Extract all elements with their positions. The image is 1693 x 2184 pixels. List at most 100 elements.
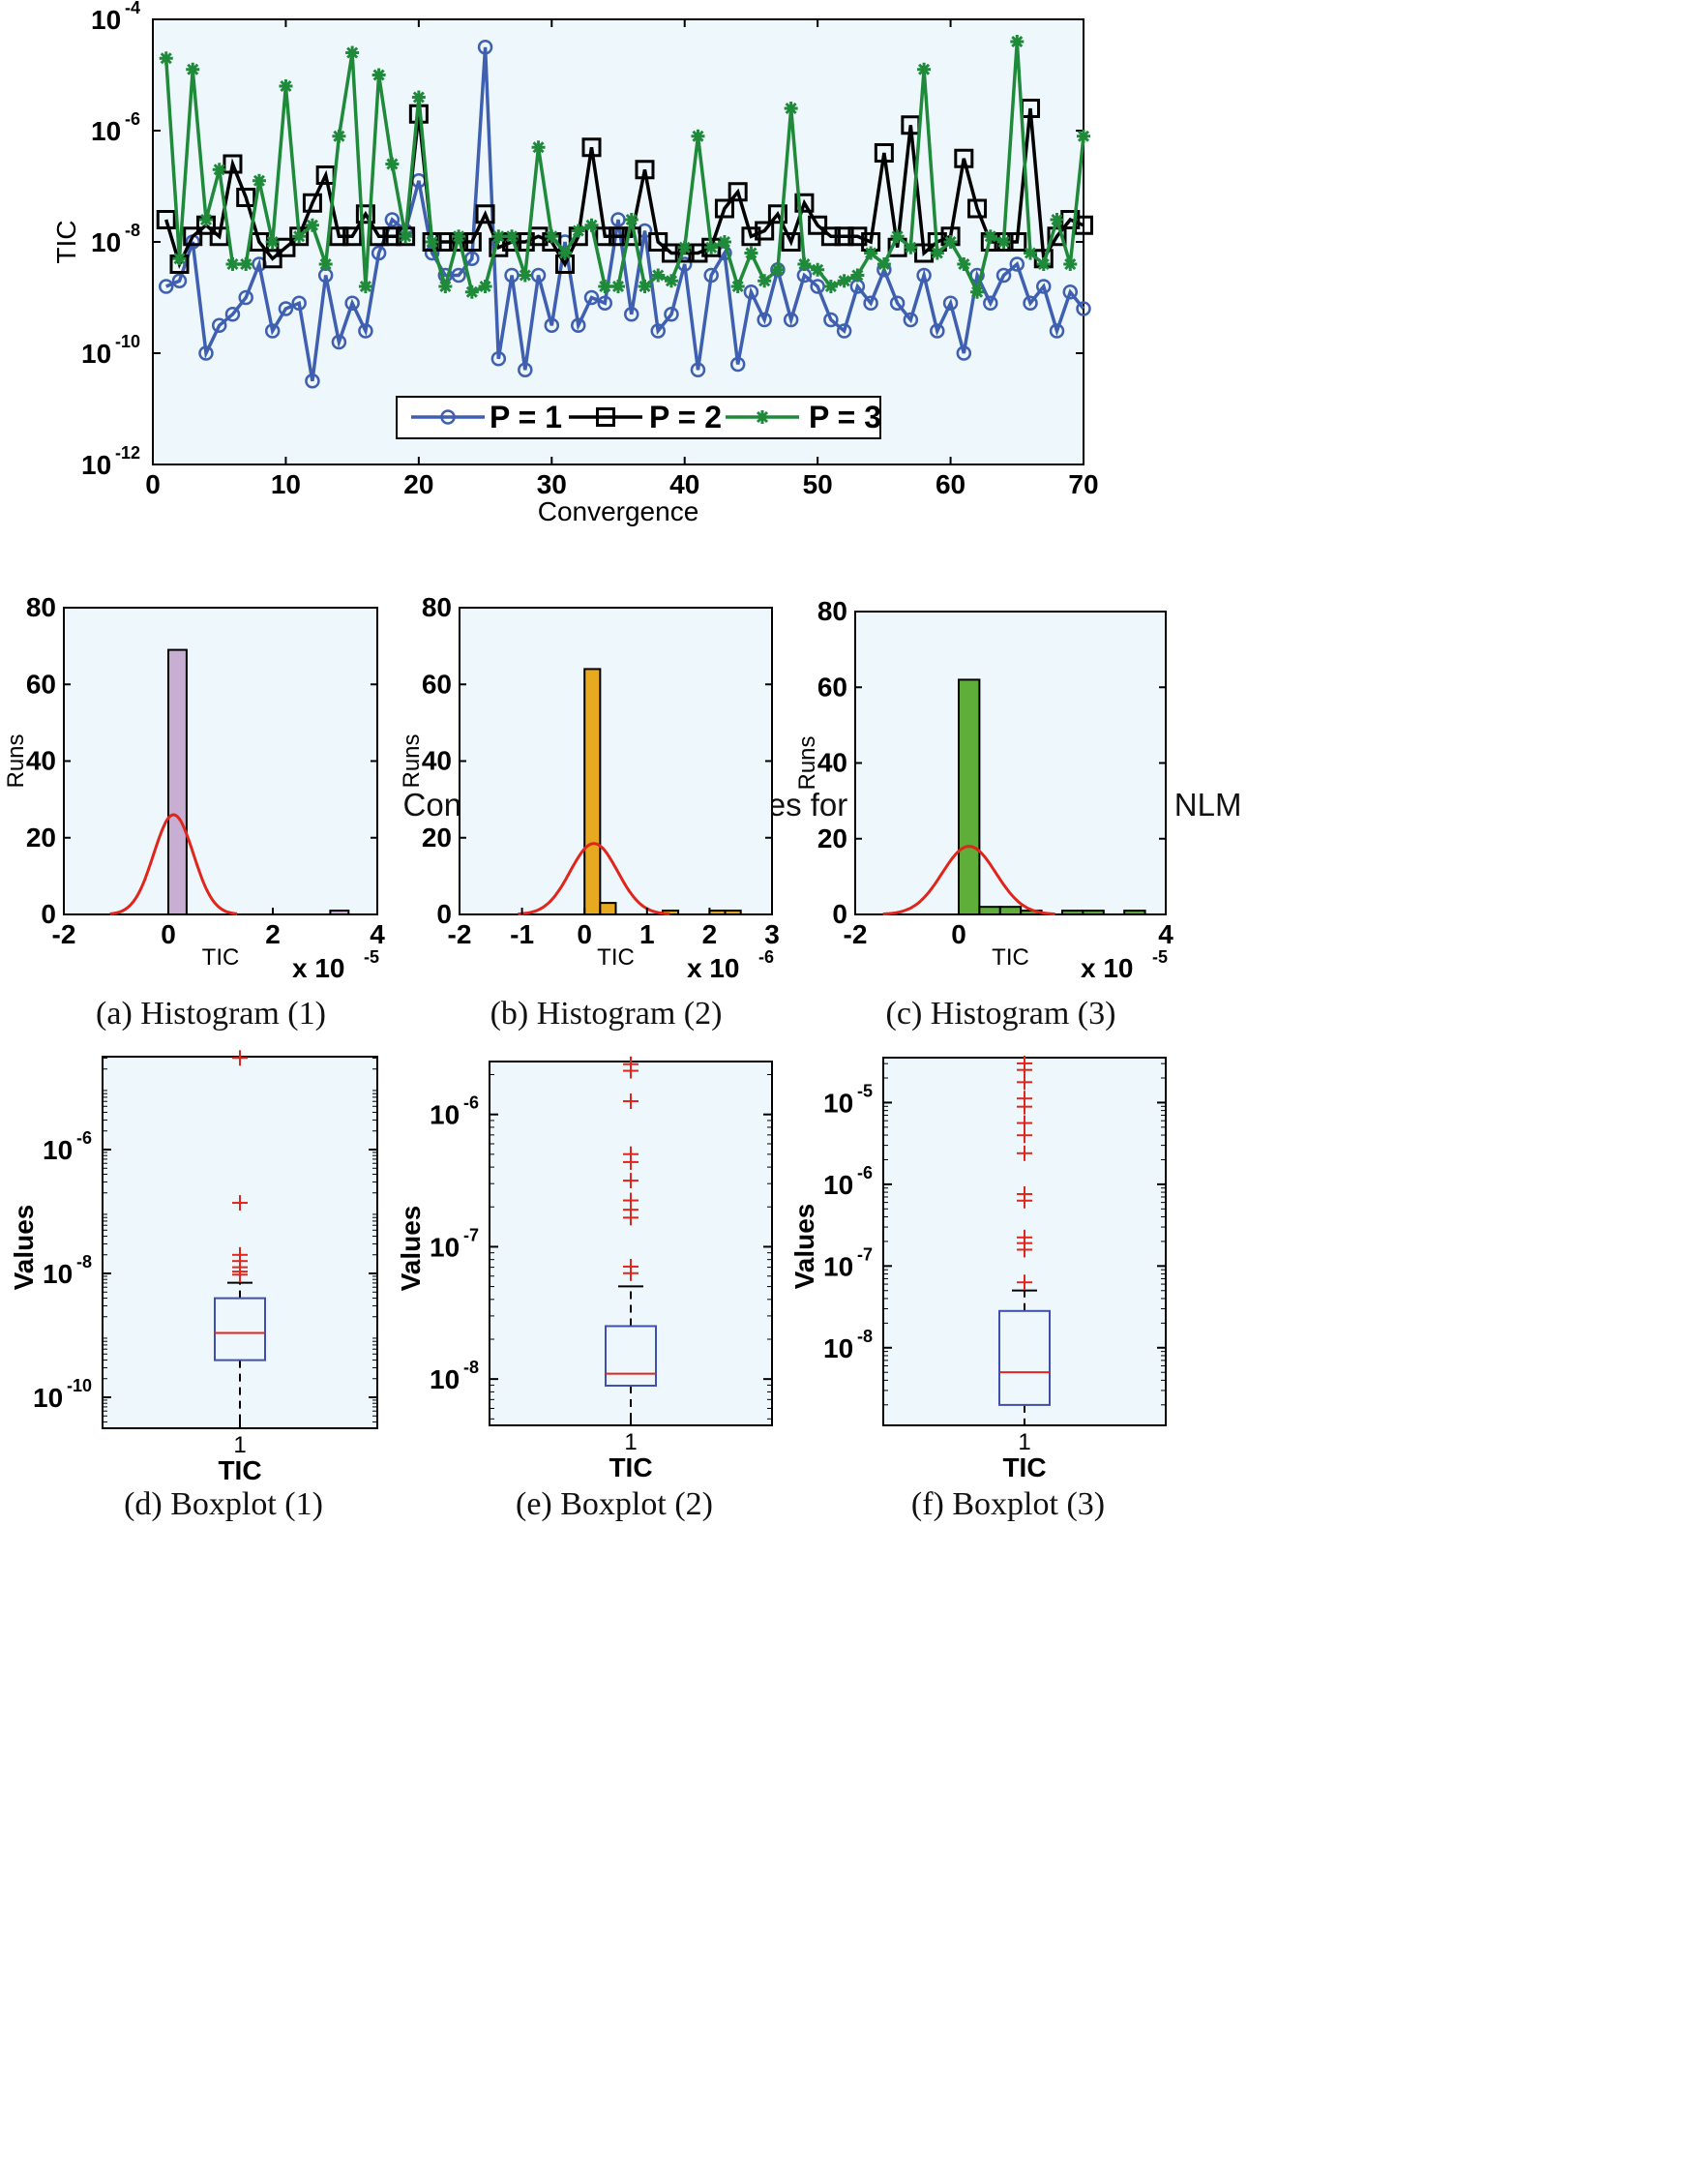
data-point-star [757, 274, 772, 288]
data-point-circle [530, 267, 547, 284]
hist-bar [583, 668, 602, 916]
hist-bar [978, 906, 1001, 915]
star-stroke [1037, 257, 1050, 271]
star-stroke [585, 219, 598, 231]
legend-label: P = 2 [649, 400, 722, 434]
box-y-tick-label: 10 -7 [823, 1244, 873, 1281]
hist-multiplier: x 10 -5 [292, 947, 379, 983]
star-stroke [745, 247, 757, 259]
star-stroke [400, 230, 412, 243]
box-y-axis-label: Values [789, 1204, 819, 1290]
outlier-point [232, 1050, 248, 1066]
data-point-star [186, 62, 200, 76]
data-point-circle [490, 351, 507, 367]
main-y-tick-label-base: 10 [81, 339, 111, 369]
star-stroke [1077, 130, 1090, 142]
outlier-point [1017, 1127, 1032, 1144]
data-point-star [624, 213, 639, 226]
data-point-square [475, 204, 495, 224]
data-point-star [677, 240, 692, 254]
data-point-star [730, 280, 745, 293]
outlier-point [232, 1267, 248, 1283]
data-point-circle [930, 323, 945, 339]
main-y-tick-label-exp: -10 [115, 332, 140, 351]
star-stroke [692, 130, 704, 142]
data-point-star [864, 246, 878, 260]
data-point-circle [451, 267, 466, 284]
star-stroke [785, 102, 797, 115]
data-point-star [1063, 257, 1078, 271]
star-stroke [838, 275, 850, 287]
data-point-circle [810, 279, 825, 294]
main-x-tick-label: 10 [271, 469, 301, 499]
hist-bar [958, 678, 981, 915]
box-x-category: 1 [1018, 1429, 1030, 1455]
data-point-square [223, 154, 243, 174]
main-x-tick-label: 0 [145, 469, 161, 499]
box-y-tick-label: 10 -8 [43, 1252, 92, 1289]
data-point-square [794, 193, 815, 213]
data-point-star [837, 274, 851, 288]
outlier-point [623, 1173, 639, 1189]
hist-y-axis-label: Runs [3, 733, 29, 788]
data-point-star [464, 284, 479, 299]
data-point-square [767, 204, 787, 224]
data-point-star [279, 79, 293, 93]
data-point-circle [690, 362, 706, 377]
star-stroke [625, 213, 638, 226]
star-stroke [453, 230, 465, 243]
star-stroke [359, 280, 371, 293]
box-y-tick-label-base: 10 [43, 1135, 73, 1165]
star-stroke [240, 257, 252, 271]
data-point-star [970, 284, 985, 299]
hist-x-axis-label: TIC [992, 944, 1029, 971]
hist-y-tick-label: 0 [832, 899, 847, 929]
star-stroke [877, 257, 890, 271]
outlier-point [623, 1153, 639, 1170]
star-stroke [984, 230, 996, 243]
star-stroke [1024, 247, 1037, 259]
box-plot-area [102, 1056, 378, 1429]
main-x-axis-label: Convergence [538, 496, 699, 526]
data-point-star [545, 229, 559, 244]
hist-x-tick-label: 0 [577, 919, 592, 949]
series-line [165, 46, 1085, 382]
star-stroke [346, 46, 359, 59]
main-x-tick-label: 30 [537, 469, 567, 499]
data-point-star [478, 280, 492, 293]
box-y-tick-label-base: 10 [33, 1383, 63, 1413]
box-x-axis-label: TIC [1002, 1452, 1046, 1482]
data-point-square [183, 226, 203, 247]
data-point-star [983, 229, 997, 244]
data-point-star [664, 274, 678, 288]
data-point-square [834, 226, 854, 247]
hist-bar [599, 902, 617, 915]
star-stroke [718, 235, 731, 249]
data-point-star [917, 62, 932, 76]
data-point-circle [198, 345, 214, 361]
data-point-square [369, 226, 389, 247]
data-point-square [954, 148, 974, 168]
hist-plot-area [854, 611, 1167, 915]
box-y-tick-label: 10 -6 [43, 1128, 92, 1165]
hist-plot-area [63, 607, 378, 915]
hist-y-tick-label: 20 [817, 823, 847, 853]
data-point-square [661, 243, 681, 263]
box-y-tick-label-exp: -7 [463, 1225, 479, 1244]
main-x-tick-label: 60 [936, 469, 965, 499]
data-point-circle [757, 312, 772, 328]
box-x-category: 1 [624, 1429, 637, 1455]
data-point-square [755, 221, 775, 241]
star-stroke [160, 52, 172, 65]
star-stroke [665, 275, 678, 287]
box-caption: (f) Boxplot (3) [911, 1486, 1105, 1522]
histogram-2: -2 -1 0 1 2 3 0 20 40 60 80 TIC Runs x 10 -6 (b) Histog… [399, 592, 780, 1032]
star-stroke [639, 280, 651, 293]
data-point-circle [518, 362, 533, 377]
hist-y-tick-label: 60 [422, 669, 452, 699]
star-stroke [824, 280, 837, 293]
data-point-star [943, 235, 958, 249]
hist-x-tick-label: 3 [764, 919, 780, 949]
data-point-circle [983, 295, 998, 311]
star-stroke [572, 224, 584, 237]
